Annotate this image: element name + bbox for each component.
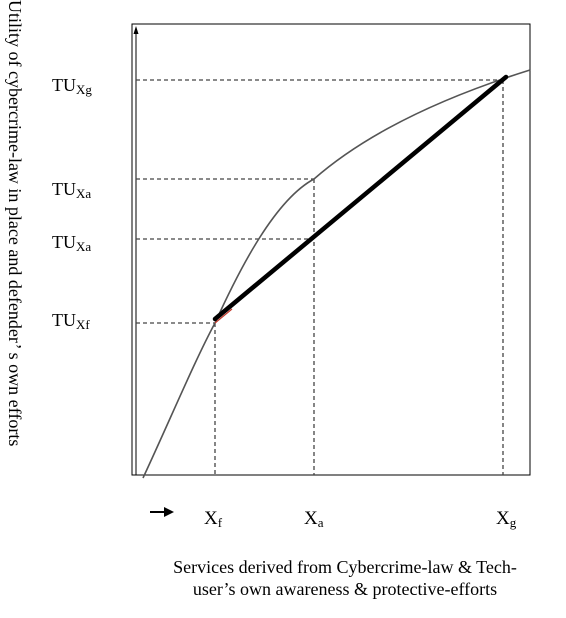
xa-label: Xa xyxy=(304,508,324,530)
y-axis-arrowhead-icon xyxy=(133,26,139,34)
xf-label: Xf xyxy=(204,508,223,530)
y-axis-label: Utility of cybercrime-law in place and d… xyxy=(5,0,25,447)
x-axis-caption-line2: user’s own awareness & protective-effort… xyxy=(192,579,498,599)
plot-frame xyxy=(131,23,531,476)
chord-start-accent xyxy=(214,308,233,324)
tu-xf-label: TUXf xyxy=(52,310,90,332)
xg-label: Xg xyxy=(496,508,517,530)
x-axis-caption: Services derived from Cybercrime-law & T… xyxy=(125,556,565,600)
tu-xa-upper-label: TUXa xyxy=(52,179,92,201)
total-utility-curve xyxy=(142,69,531,479)
chord-line xyxy=(212,74,509,322)
right-arrow-icon xyxy=(164,507,174,517)
tu-xa-lower-label: TUXa xyxy=(52,232,92,254)
x-axis-caption-line1: Services derived from Cybercrime-law & T… xyxy=(173,557,517,577)
tu-xg-label: TUXg xyxy=(52,75,92,97)
